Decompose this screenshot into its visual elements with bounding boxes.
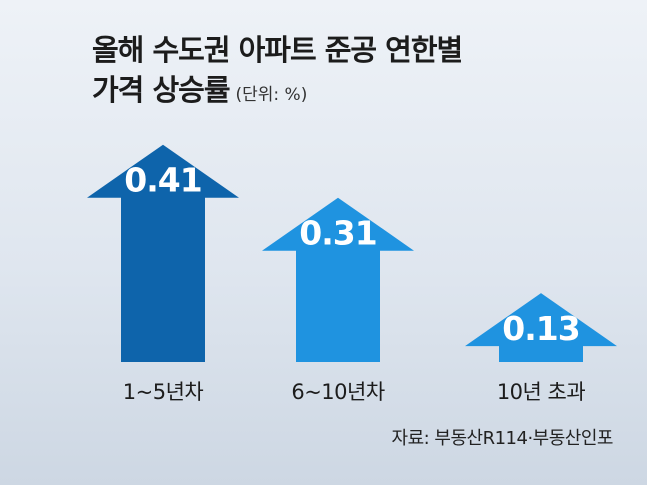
category-label-3: 10년 초과 — [497, 380, 586, 404]
source-note: 자료: 부동산R114·부동산인포 — [391, 428, 614, 449]
bar-arrow-1 — [87, 144, 239, 362]
bar-arrow-2 — [262, 197, 414, 362]
value-label-1: 0.41 — [124, 161, 201, 200]
bar-arrow-3 — [465, 293, 617, 362]
chart-title-line2: 가격 상승률 — [92, 73, 230, 107]
value-label-3: 0.13 — [502, 309, 579, 348]
chart-title: 올해 수도권 아파트 준공 연한별 가격 상승률 (단위: %) — [92, 30, 463, 115]
category-label-1: 1~5년차 — [123, 380, 204, 404]
value-label-2: 0.31 — [299, 214, 376, 253]
category-label-2: 6~10년차 — [291, 380, 384, 404]
unit-label: (단위: %) — [235, 85, 308, 105]
chart-title-line1: 올해 수도권 아파트 준공 연한별 — [92, 33, 463, 67]
